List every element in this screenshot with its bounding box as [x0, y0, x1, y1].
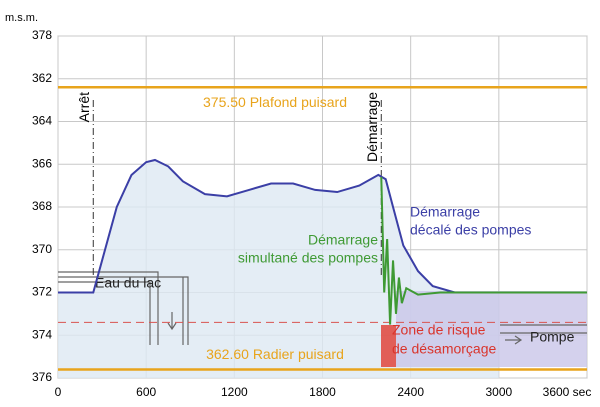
x-tick-label: 1200 — [221, 385, 248, 399]
annotation: simultané des pompes — [238, 250, 378, 266]
y-tick-label: 366 — [32, 156, 52, 170]
chart: m.s.m. Eau du lac Pompe Démarrage décalé… — [0, 0, 600, 402]
x-tick-label: 2400 — [397, 385, 424, 399]
annotation: Zone de risque — [392, 322, 486, 338]
y-tick-label: 372 — [32, 285, 52, 299]
event-label: Arrêt — [76, 92, 92, 122]
x-tick-label: 600 — [136, 385, 156, 399]
y-tick-label: 368 — [32, 199, 52, 213]
y-tick-label: 364 — [32, 114, 52, 128]
y-tick-label: 378 — [32, 28, 52, 42]
annotation: Eau du lac — [95, 275, 161, 291]
y-unit: m.s.m. — [5, 12, 38, 24]
y-tick-label: 374 — [32, 327, 52, 341]
annotation: Pompe — [530, 329, 575, 345]
annotation: décalé des pompes — [410, 222, 531, 238]
annotation: Démarrage — [410, 204, 480, 220]
annotation: Démarrage — [308, 232, 378, 248]
y-tick-label: 362 — [32, 71, 52, 85]
y-tick-label: 376 — [32, 370, 52, 384]
event-label: Démarrage — [364, 92, 380, 162]
x-tick-label: 0 — [55, 385, 62, 399]
y-tick-label: 370 — [32, 242, 52, 256]
reference-label: 375.50 Plafond puisard — [203, 94, 347, 110]
x-tick-label: 3000 — [485, 385, 512, 399]
annotation: de désamorçage — [392, 341, 497, 357]
reference-label: 362.60 Radier puisard — [206, 346, 344, 362]
x-tick-label: 1800 — [309, 385, 336, 399]
x-tick-label: 3600 sec — [543, 385, 592, 399]
